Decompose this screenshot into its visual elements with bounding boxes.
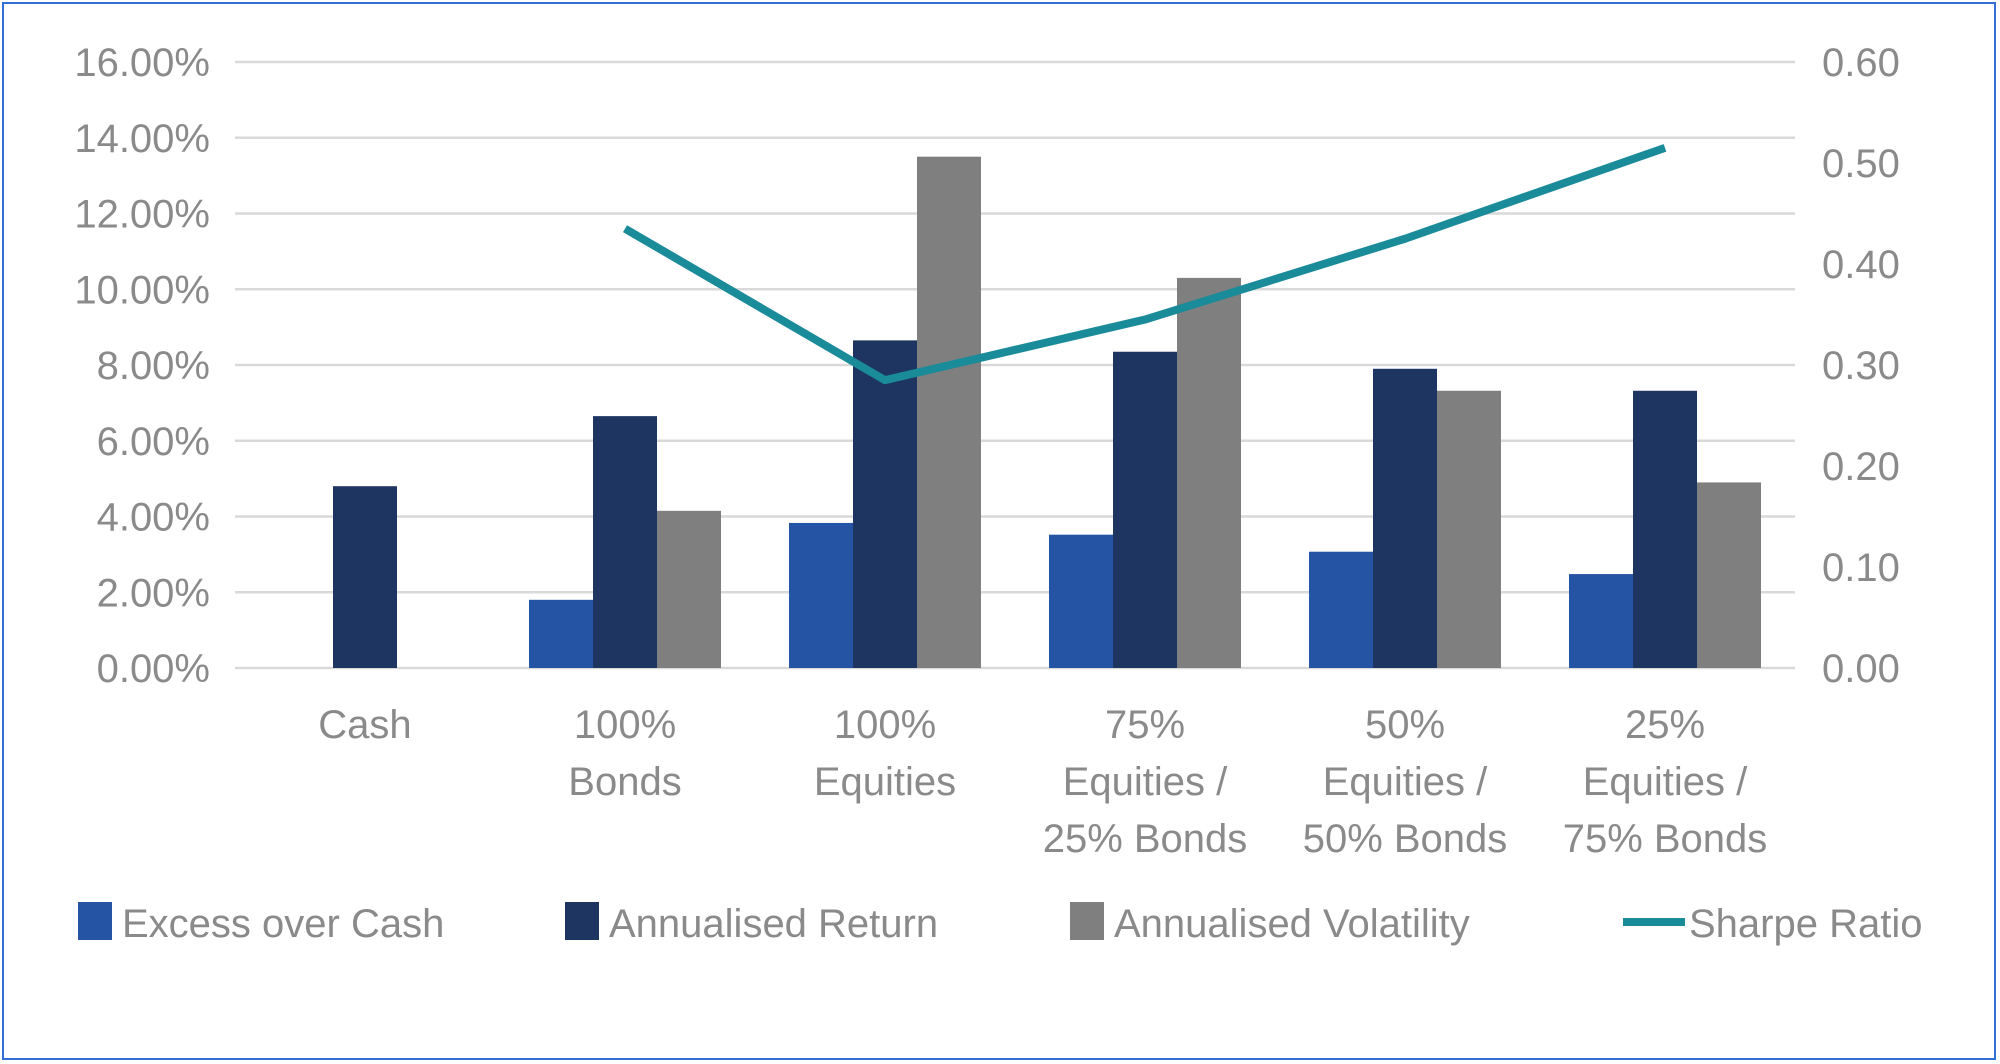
bar-annualised-volatility — [1697, 482, 1761, 668]
right-axis-ticks: 0.00 0.10 0.20 0.30 0.40 0.50 0.60 — [1822, 41, 1900, 691]
bar-annualised-volatility — [1437, 390, 1501, 668]
legend-label: Annualised Return — [609, 902, 938, 946]
bar-annualised-return — [1373, 368, 1437, 668]
bar-annualised-return — [853, 340, 917, 668]
left-axis-tick-label: 2.00% — [97, 571, 210, 615]
bar-excess-over-cash — [1309, 551, 1373, 668]
left-axis-tick-label: 8.00% — [97, 344, 210, 388]
left-axis-tick-label: 4.00% — [97, 496, 210, 540]
right-axis-tick-label: 0.30 — [1822, 344, 1900, 388]
left-axis-tick-label: 14.00% — [74, 117, 210, 161]
left-axis-tick-label: 10.00% — [74, 268, 210, 312]
left-axis-tick-label: 6.00% — [97, 420, 210, 464]
sharpe-line — [622, 144, 1667, 385]
right-axis-tick-label: 0.10 — [1822, 546, 1900, 590]
bar-excess-over-cash — [1049, 534, 1113, 668]
bar-annualised-return — [1633, 390, 1697, 668]
right-axis-tick-label: 0.00 — [1822, 647, 1900, 691]
category-label: 75% Equities /25% Bonds — [1043, 703, 1248, 861]
gridlines — [235, 60, 1795, 670]
right-axis-tick-label: 0.60 — [1822, 41, 1900, 85]
bar-excess-over-cash — [789, 522, 853, 668]
left-axis-tick-label: 12.00% — [74, 193, 210, 237]
category-label: 25% Equities /75% Bonds — [1563, 703, 1768, 861]
category-labels: Cash 100% Bonds 100% Equities 75% Equities /25… — [318, 703, 1767, 861]
bar-excess-over-cash — [529, 599, 593, 668]
bar-annualised-volatility — [657, 510, 721, 668]
legend-label: Annualised Volatility — [1114, 902, 1470, 946]
sharpe-ratio-line — [622, 144, 1667, 385]
left-axis-ticks: 0.00% 2.00% 4.00% 6.00% 8.00% 10.00% 12.00% 14.… — [74, 41, 210, 691]
bar-annualised-return — [593, 416, 657, 668]
legend-swatch — [565, 902, 599, 940]
category-label: 100% Bonds — [568, 703, 681, 804]
category-label: 100% Equities — [814, 703, 956, 804]
bar-annualised-volatility — [1177, 277, 1241, 668]
bar-annualised-return — [1113, 351, 1177, 668]
right-axis-tick-label: 0.20 — [1822, 445, 1900, 489]
bar-annualised-volatility — [917, 156, 981, 668]
category-label: 50% Equities /50% Bonds — [1303, 703, 1508, 861]
bars — [333, 156, 1761, 668]
left-axis-tick-label: 16.00% — [74, 41, 210, 85]
right-axis-tick-label: 0.50 — [1822, 142, 1900, 186]
bar-annualised-return — [333, 486, 397, 668]
legend: Excess over Cash Annualised Return Annuali… — [78, 902, 1922, 946]
legend-label: Excess over Cash — [122, 902, 444, 946]
bar-excess-over-cash — [1569, 574, 1633, 668]
category-label: Cash — [318, 703, 411, 747]
legend-label: Sharpe Ratio — [1689, 902, 1922, 946]
right-axis-tick-label: 0.40 — [1822, 243, 1900, 287]
legend-swatch — [78, 902, 112, 940]
legend-swatch — [1070, 902, 1104, 940]
left-axis-tick-label: 0.00% — [97, 647, 210, 691]
